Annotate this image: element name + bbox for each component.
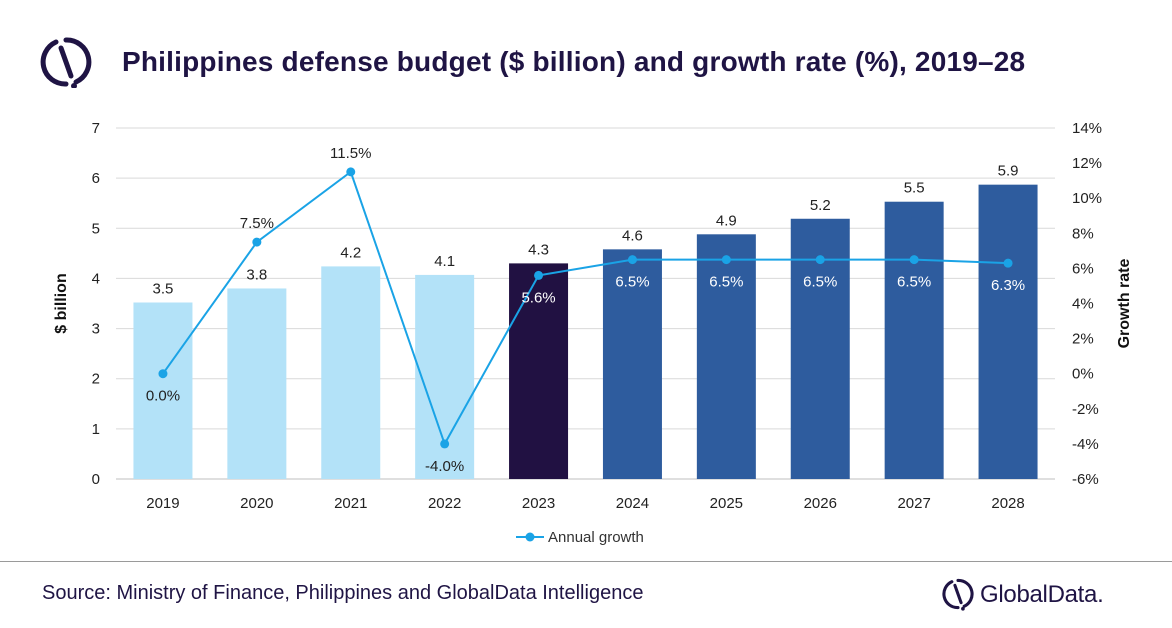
x-tick-2020: 2020	[240, 495, 273, 512]
line-data-labels: 0.0% 7.5% 11.5% -4.0% 5.6% 6.5% 6.5% 6.5% 6.5% 6.…	[146, 145, 1025, 475]
footer-divider	[0, 561, 1172, 562]
y-left-tick: 0	[92, 471, 100, 488]
x-tick-2027: 2027	[897, 495, 930, 512]
bar-data-labels: 3.5 3.8 4.2 4.1 4.3 4.6 4.9 5.2 5.5 5.9	[153, 163, 1019, 298]
bar-2024	[602, 249, 662, 479]
bar-label-2026: 5.2	[810, 197, 831, 214]
growth-point-2021	[346, 167, 356, 177]
growth-point-2026	[815, 255, 825, 265]
bar-2023	[509, 263, 569, 479]
growth-label-2023: 5.6%	[521, 289, 555, 306]
x-tick-2019: 2019	[146, 495, 179, 512]
growth-point-2024	[627, 255, 637, 265]
growth-point-2028	[1003, 258, 1013, 268]
bar-label-2028: 5.9	[998, 163, 1019, 180]
y-left-tick: 6	[92, 170, 100, 187]
y-left-tick: 5	[92, 220, 100, 237]
globaldata-logo-icon	[40, 37, 92, 88]
x-tick-2026: 2026	[804, 495, 837, 512]
y-right-tick: 14%	[1072, 120, 1102, 137]
growth-point-2020	[252, 237, 262, 247]
y-right-tick: 4%	[1072, 296, 1094, 313]
chart-header: Philippines defense budget ($ billion) a…	[0, 0, 1172, 110]
chart-legend: Annual growth	[516, 529, 644, 546]
y-right-tick: 12%	[1072, 155, 1102, 172]
growth-label-2027: 6.5%	[897, 274, 931, 291]
legend-marker	[525, 532, 535, 542]
y-right-tick: 2%	[1072, 331, 1094, 348]
brand-logo: GlobalData.	[942, 575, 1142, 615]
growth-line-path	[162, 170, 1009, 447]
bar-label-2027: 5.5	[904, 180, 925, 197]
growth-point-2027	[909, 255, 919, 265]
bar-label-2024: 4.6	[622, 227, 643, 244]
y-left-tick: 1	[92, 421, 100, 438]
growth-point-2025	[721, 255, 731, 265]
bar-label-2022: 4.1	[434, 253, 455, 270]
growth-point-2023	[534, 270, 544, 280]
bar-label-2023: 4.3	[528, 241, 549, 258]
y-right-tick: 10%	[1072, 190, 1102, 207]
y-right-tick: 6%	[1072, 260, 1094, 277]
growth-point-2019	[158, 369, 168, 379]
source-note: Source: Ministry of Finance, Philippines…	[42, 582, 644, 604]
growth-line-series	[158, 167, 1013, 449]
x-tick-2025: 2025	[710, 495, 743, 512]
growth-label-2028: 6.3%	[991, 277, 1025, 294]
bar-2027	[884, 201, 944, 479]
y-right-tick: -4%	[1072, 436, 1099, 453]
bar-2021	[321, 266, 381, 479]
growth-label-2020: 7.5%	[240, 215, 274, 232]
growth-label-2022: -4.0%	[425, 458, 464, 475]
growth-label-2025: 6.5%	[709, 274, 743, 291]
bar-2019	[133, 302, 193, 479]
bar-2020	[227, 288, 287, 479]
bar-label-2025: 4.9	[716, 212, 737, 229]
growth-label-2019: 0.0%	[146, 388, 180, 405]
growth-label-2024: 6.5%	[615, 274, 649, 291]
x-tick-2021: 2021	[334, 495, 367, 512]
x-tick-2023: 2023	[522, 495, 555, 512]
x-tick-2028: 2028	[991, 495, 1024, 512]
x-tick-2024: 2024	[616, 495, 649, 512]
bar-label-2020: 3.8	[246, 266, 267, 283]
bar-label-2021: 4.2	[340, 244, 361, 261]
y-right-tick: 8%	[1072, 225, 1094, 242]
y-right-tick: -2%	[1072, 401, 1099, 418]
y-right-tick: 0%	[1072, 366, 1094, 383]
growth-label-2021: 11.5%	[330, 145, 371, 162]
legend-label: Annual growth	[548, 529, 644, 546]
bar-2028	[978, 184, 1038, 479]
chart-title: Philippines defense budget ($ billion) a…	[122, 46, 1026, 77]
globaldata-logo-icon	[942, 578, 974, 611]
growth-point-2022	[440, 439, 450, 449]
brand-name: GlobalData.	[980, 581, 1104, 608]
y-axis-title-left: $ billion	[53, 273, 70, 333]
y-left-tick: 3	[92, 321, 100, 338]
y-axis-title-right: Growth rate	[1116, 259, 1133, 349]
y-left-tick: 2	[92, 371, 100, 388]
y-left-tick: 4	[92, 270, 100, 287]
growth-label-2026: 6.5%	[803, 274, 837, 291]
y-right-tick: -6%	[1072, 471, 1099, 488]
combo-chart: 3.5 3.8 4.2 4.1 4.3 4.6 4.9 5.2 5.5 5.9 0.0% 7.5% 1…	[53, 120, 1133, 546]
chart-axes: 0 1 2 3 4 5 6 7 -6% -4% -2% 0% 2% 4% 6% 8% 10% 12% 14% 2019…	[53, 120, 1133, 512]
y-left-tick: 7	[92, 120, 100, 137]
bar-2025	[696, 234, 756, 479]
x-tick-2022: 2022	[428, 495, 461, 512]
bar-label-2019: 3.5	[153, 280, 174, 297]
